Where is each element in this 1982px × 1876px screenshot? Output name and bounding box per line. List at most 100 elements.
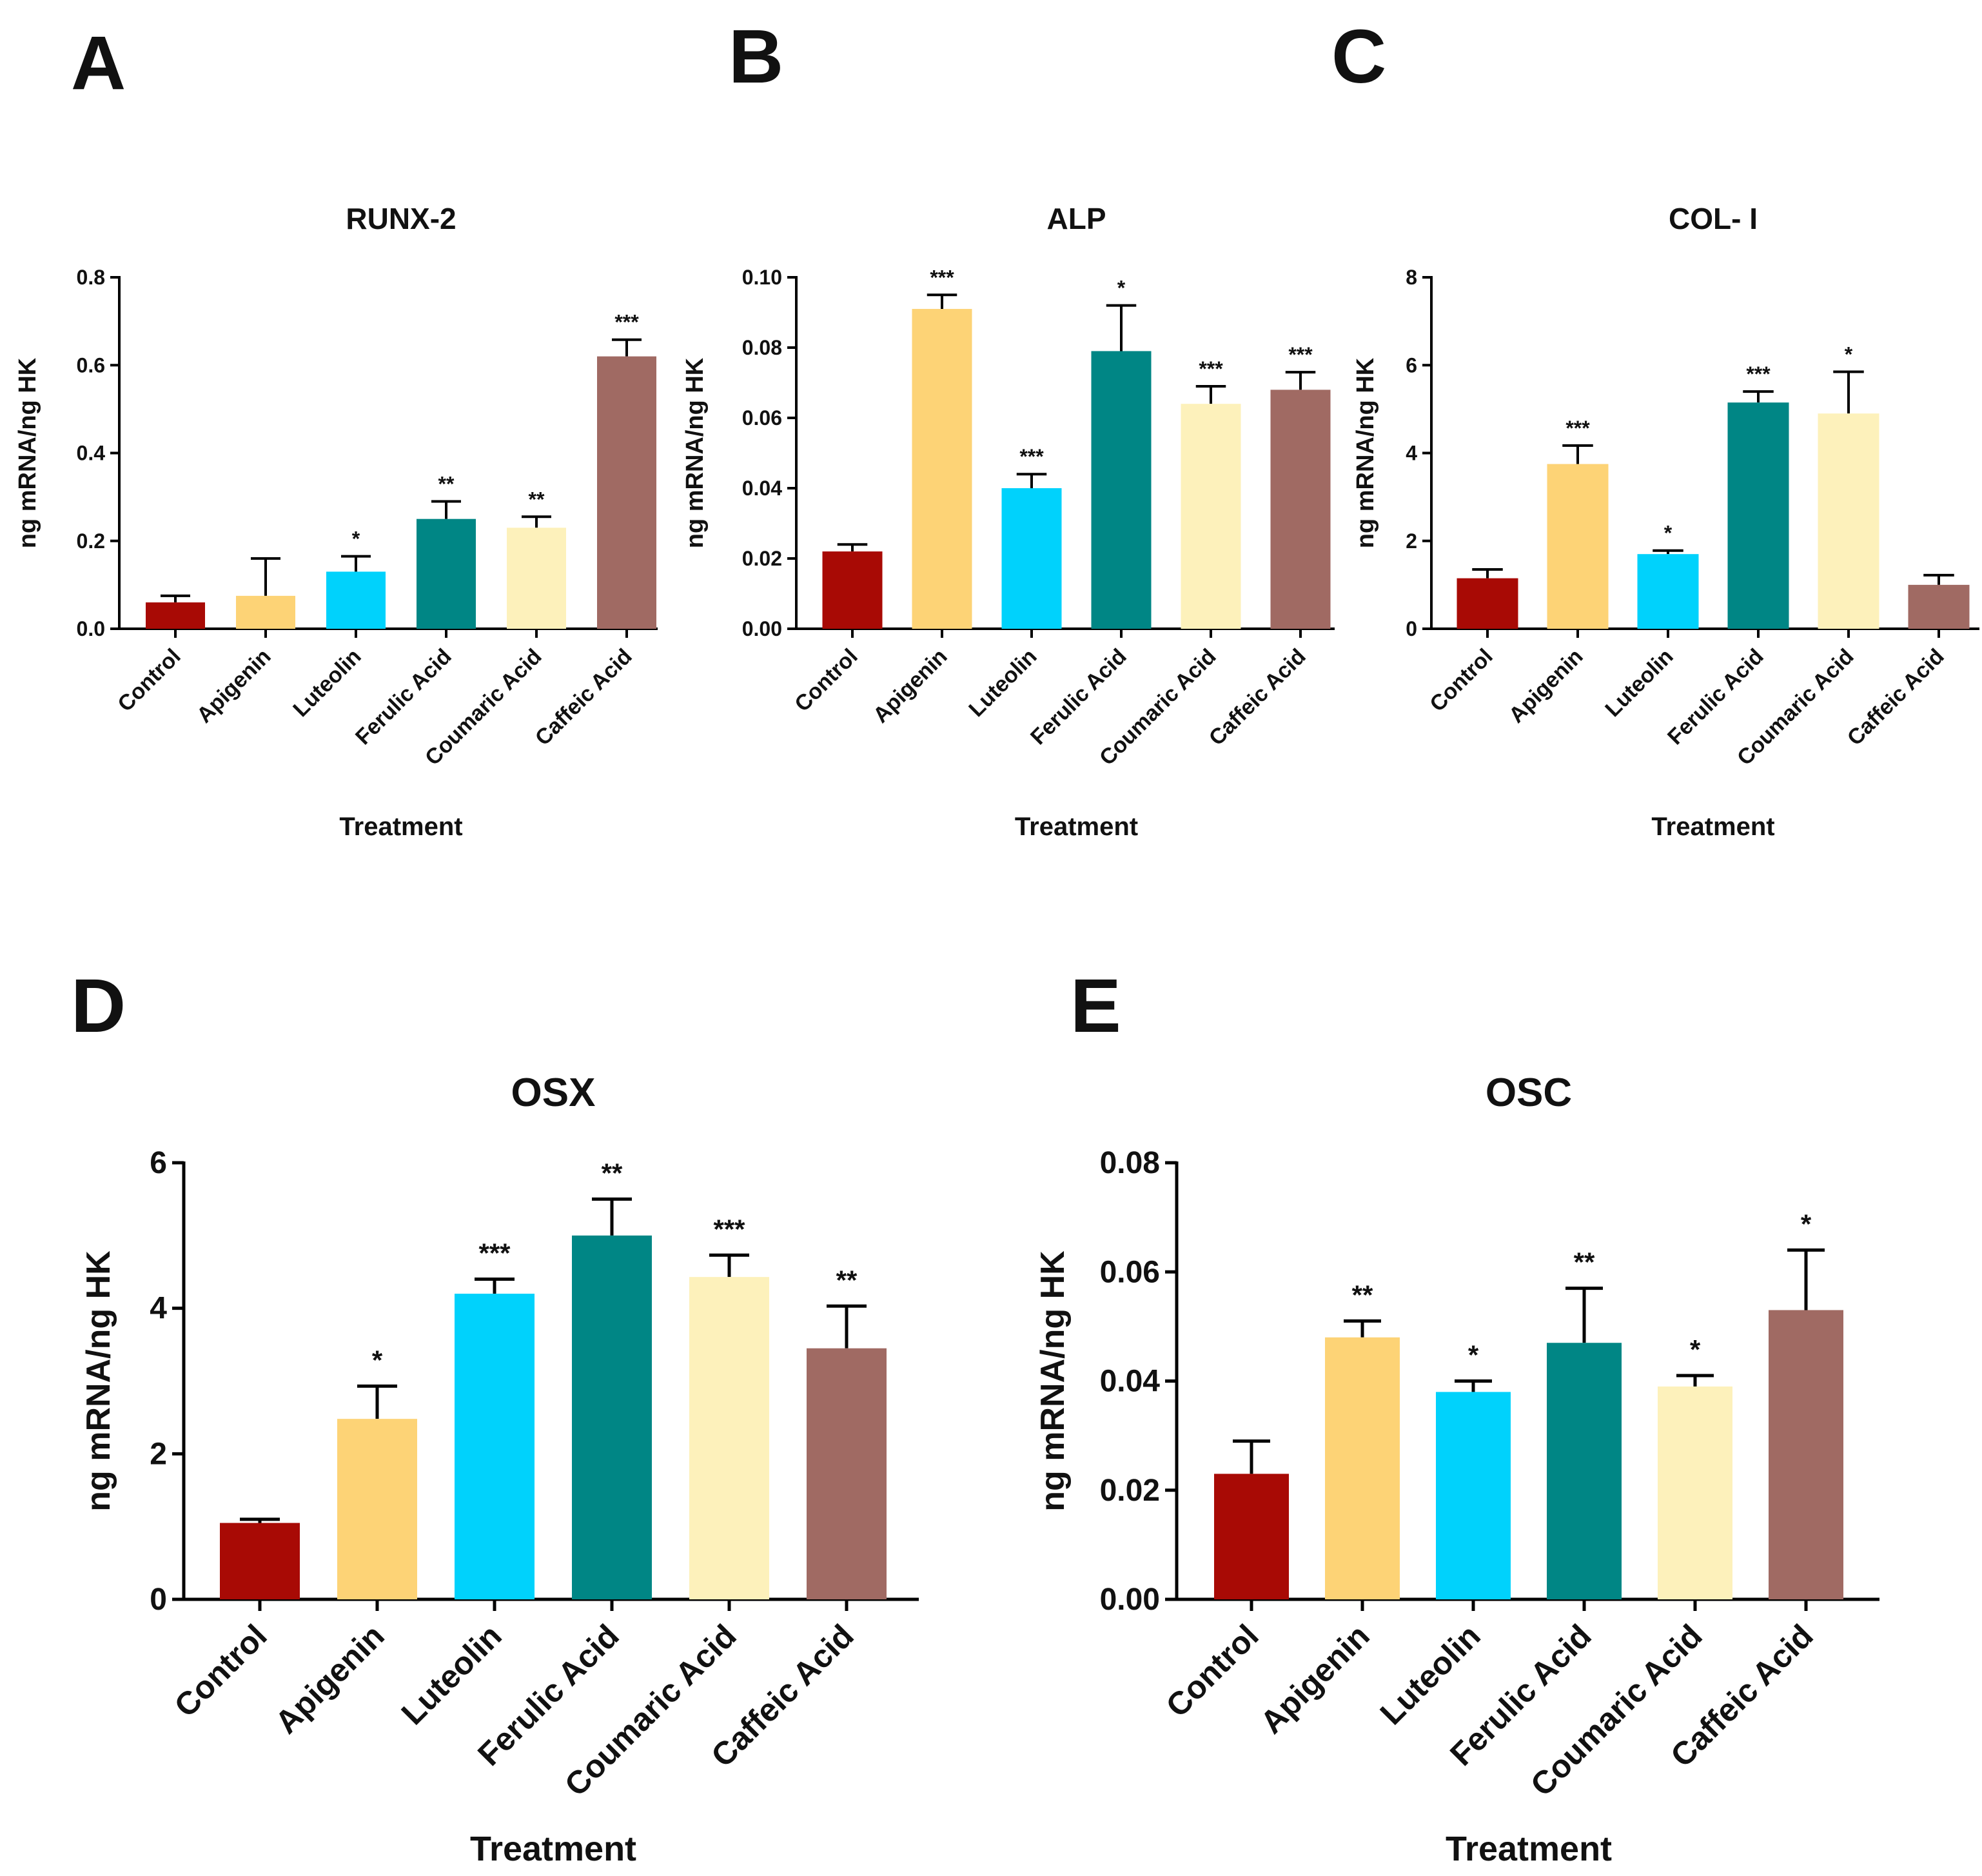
x-category-label: Luteolin bbox=[288, 644, 366, 722]
bar bbox=[1547, 1343, 1622, 1599]
x-category-label: Apigenin bbox=[192, 644, 276, 728]
bar bbox=[689, 1277, 769, 1599]
y-axis-label: ng mRNA/ng HK bbox=[80, 1250, 117, 1512]
bar bbox=[597, 356, 656, 629]
y-tick-label: 4 bbox=[1406, 442, 1417, 465]
bar-group: Control bbox=[790, 543, 883, 716]
significance-label: ** bbox=[602, 1158, 623, 1188]
x-category-label: Apigenin bbox=[1253, 1617, 1377, 1741]
bar-group: *** Apigenin bbox=[868, 266, 972, 727]
bar bbox=[1436, 1392, 1511, 1599]
significance-label: *** bbox=[478, 1238, 511, 1269]
significance-label: *** bbox=[930, 266, 954, 289]
x-category-label: Apigenin bbox=[868, 644, 952, 728]
y-tick-label: 6 bbox=[1406, 353, 1417, 377]
bar bbox=[1214, 1474, 1289, 1599]
x-axis-label: Treatment bbox=[1015, 813, 1138, 841]
bar bbox=[220, 1523, 300, 1599]
y-tick-label: 0.08 bbox=[742, 336, 782, 359]
y-tick-label: 2 bbox=[150, 1437, 167, 1471]
y-tick-label: 2 bbox=[1406, 529, 1417, 553]
bar bbox=[1658, 1386, 1732, 1599]
significance-label: *** bbox=[1565, 417, 1590, 440]
bar bbox=[1727, 402, 1789, 629]
bar bbox=[146, 602, 205, 629]
significance-label: *** bbox=[1199, 357, 1223, 380]
y-tick-label: 0.06 bbox=[742, 406, 782, 430]
chart-title: ALP bbox=[1047, 202, 1106, 235]
significance-label: *** bbox=[1746, 362, 1771, 386]
y-tick-label: 0 bbox=[1406, 617, 1417, 640]
bar-group: Control bbox=[1425, 568, 1518, 716]
bar-group: *** Luteolin bbox=[964, 445, 1062, 722]
bar-group: *** Apigenin bbox=[1504, 417, 1609, 728]
bar bbox=[1769, 1310, 1843, 1599]
significance-label: * bbox=[1117, 277, 1126, 300]
bar bbox=[807, 1348, 887, 1599]
bar bbox=[572, 1235, 652, 1599]
y-axis-label: ng mRNA/ng HK bbox=[1034, 1250, 1072, 1512]
y-tick-label: 0.6 bbox=[77, 353, 105, 377]
bar bbox=[1637, 554, 1699, 629]
significance-label: ** bbox=[836, 1265, 858, 1295]
significance-label: * bbox=[1468, 1340, 1479, 1370]
y-tick-label: 8 bbox=[1406, 266, 1417, 289]
panel-a: A RUNX-2 0.0 0.2 0.4 0.6 0.8 ng mRNA/ng HK Contr… bbox=[14, 21, 658, 841]
panel-c: C COL- I 0 2 4 6 8 ng mRNA/ng HK Control *** Apige… bbox=[1331, 14, 1979, 841]
chart-title: RUNX-2 bbox=[346, 202, 456, 235]
bar bbox=[1270, 390, 1331, 629]
y-tick-label: 0.02 bbox=[1100, 1474, 1160, 1508]
y-tick-label: 0.06 bbox=[1100, 1255, 1160, 1289]
x-category-label: Control bbox=[168, 1617, 274, 1724]
y-tick-label: 0.2 bbox=[77, 529, 105, 553]
panel-letter: D bbox=[71, 963, 126, 1049]
bar-group: Control bbox=[1159, 1439, 1289, 1724]
significance-label: * bbox=[372, 1345, 383, 1375]
bar bbox=[1325, 1337, 1400, 1599]
y-tick-label: 4 bbox=[150, 1292, 167, 1326]
significance-label: * bbox=[1664, 522, 1673, 545]
chart-title: COL- I bbox=[1669, 202, 1758, 235]
y-tick-label: 0.00 bbox=[742, 617, 782, 640]
significance-label: ** bbox=[1574, 1247, 1595, 1278]
x-category-label: Apigenin bbox=[1504, 644, 1588, 728]
bar bbox=[912, 309, 972, 629]
significance-label: *** bbox=[1019, 445, 1044, 468]
bar bbox=[1457, 578, 1518, 629]
significance-label: *** bbox=[1288, 343, 1313, 366]
panel-b: B ALP 0.00 0.02 0.04 0.06 0.08 0.10 ng mRNA/ng H… bbox=[682, 14, 1335, 841]
y-tick-label: 0.04 bbox=[1100, 1365, 1161, 1399]
x-category-label: Apigenin bbox=[268, 1617, 391, 1741]
panel-letter: B bbox=[729, 14, 783, 99]
y-tick-label: 0.00 bbox=[1100, 1583, 1160, 1617]
panel-letter: C bbox=[1331, 14, 1386, 99]
bar bbox=[326, 571, 386, 629]
y-axis-label: ng mRNA/ng HK bbox=[1352, 357, 1379, 548]
bar bbox=[1181, 404, 1241, 629]
bar-group: * Luteolin bbox=[1600, 522, 1699, 722]
x-category-label: Control bbox=[790, 644, 862, 716]
x-category-label: Caffeic Acid bbox=[531, 644, 637, 751]
bar bbox=[455, 1294, 535, 1599]
x-category-label: Caffeic Acid bbox=[1204, 644, 1311, 751]
bar bbox=[337, 1419, 417, 1599]
panel-e: E OSC 0.00 0.02 0.04 0.06 0.08 ng mRNA/ng HK Con… bbox=[1034, 963, 1879, 1868]
bar bbox=[1001, 488, 1062, 629]
panel-letter: A bbox=[71, 21, 126, 106]
x-axis-label: Treatment bbox=[470, 1830, 636, 1868]
x-category-label: Luteolin bbox=[395, 1617, 509, 1732]
significance-label: ** bbox=[1352, 1279, 1373, 1310]
significance-label: * bbox=[1690, 1334, 1701, 1365]
bar bbox=[1818, 413, 1879, 629]
chart-title: OSX bbox=[511, 1071, 596, 1115]
significance-label: ** bbox=[438, 472, 455, 495]
x-category-label: Luteolin bbox=[1600, 644, 1678, 722]
bar-group: * Luteolin bbox=[288, 528, 386, 722]
x-axis-label: Treatment bbox=[1446, 1830, 1612, 1868]
bar bbox=[822, 551, 883, 629]
x-axis-label: Treatment bbox=[1651, 813, 1774, 841]
x-axis-label: Treatment bbox=[339, 813, 462, 841]
bar bbox=[1091, 351, 1152, 629]
bar bbox=[417, 518, 476, 629]
